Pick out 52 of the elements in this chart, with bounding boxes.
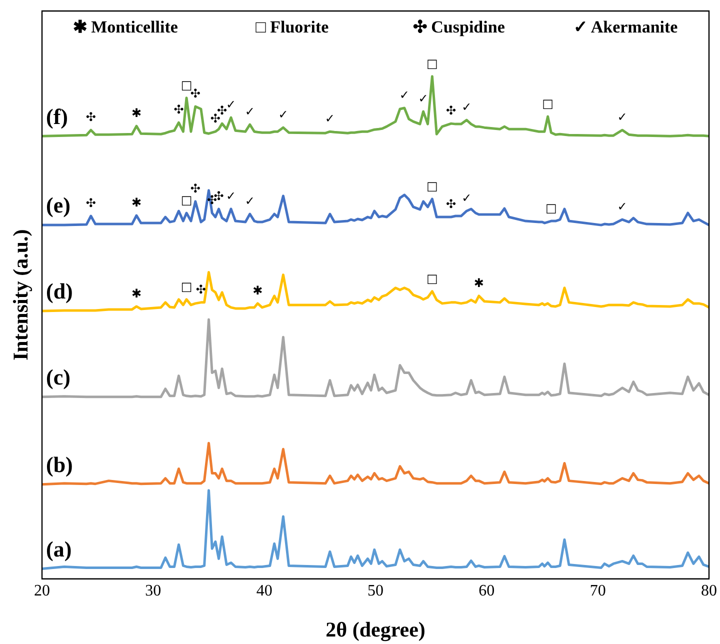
annotation: □: [180, 193, 192, 208]
annotation: ✓: [244, 194, 255, 208]
annotation: □: [542, 96, 554, 111]
annotation: ✓: [399, 88, 410, 102]
annotation: ✣: [214, 189, 224, 204]
x-tick-label: 50: [368, 582, 384, 600]
x-tick-label: 60: [478, 582, 495, 600]
series-label: (f): [46, 104, 68, 129]
annotation: ✣: [86, 110, 96, 124]
series-label: (e): [46, 192, 70, 218]
text: ✱ Monticellite: [72, 17, 178, 36]
x-tick-label: 20: [34, 582, 50, 600]
series-label: (c): [46, 364, 70, 390]
annotation: ✣: [190, 182, 200, 196]
series-label: (d): [46, 278, 73, 304]
annotation: ✣: [86, 196, 96, 210]
text: ✓ Akermanite: [574, 17, 678, 36]
annotation: ✓: [278, 108, 288, 122]
x-axis-title: 2θ (degree): [326, 617, 426, 642]
annotation: ✓: [418, 92, 428, 106]
annotation: ✓: [226, 189, 236, 204]
annotation: ✱: [252, 284, 263, 298]
annotation: ✣: [174, 102, 184, 117]
series-label: (b): [46, 452, 73, 478]
annotation: ✱: [131, 286, 142, 301]
annotation: ✓: [617, 200, 628, 214]
x-tick-label: 30: [145, 582, 162, 600]
annotation: ✣: [446, 197, 456, 212]
annotation: ✓: [244, 104, 255, 119]
x-tick-label: 80: [701, 582, 717, 600]
series-label: (a): [46, 536, 72, 562]
annotation: □: [545, 201, 557, 216]
annotation: ✓: [324, 112, 335, 126]
annotation: ✓: [226, 98, 236, 112]
text: ✣ Cuspidine: [412, 17, 506, 36]
text: □ Fluorite: [256, 17, 330, 36]
annotation: ✣: [190, 86, 200, 101]
annotation: ✱: [474, 276, 484, 290]
annotation: ✱: [131, 106, 142, 120]
annotation: □: [180, 78, 192, 92]
annotation: ✣: [446, 104, 456, 118]
annotation: □: [426, 272, 438, 286]
x-tick-label: 40: [256, 582, 272, 600]
x-tick-label: 70: [590, 582, 606, 600]
annotation: ✓: [617, 110, 628, 124]
annotation: ✓: [462, 100, 472, 114]
annotation: ✓: [462, 191, 472, 206]
annotation: ✱: [131, 196, 142, 210]
annotation: □: [180, 280, 192, 294]
annotation: □: [426, 56, 438, 70]
annotation: □: [426, 179, 438, 194]
y-axis-title: Intensity (a.u.): [8, 229, 32, 361]
